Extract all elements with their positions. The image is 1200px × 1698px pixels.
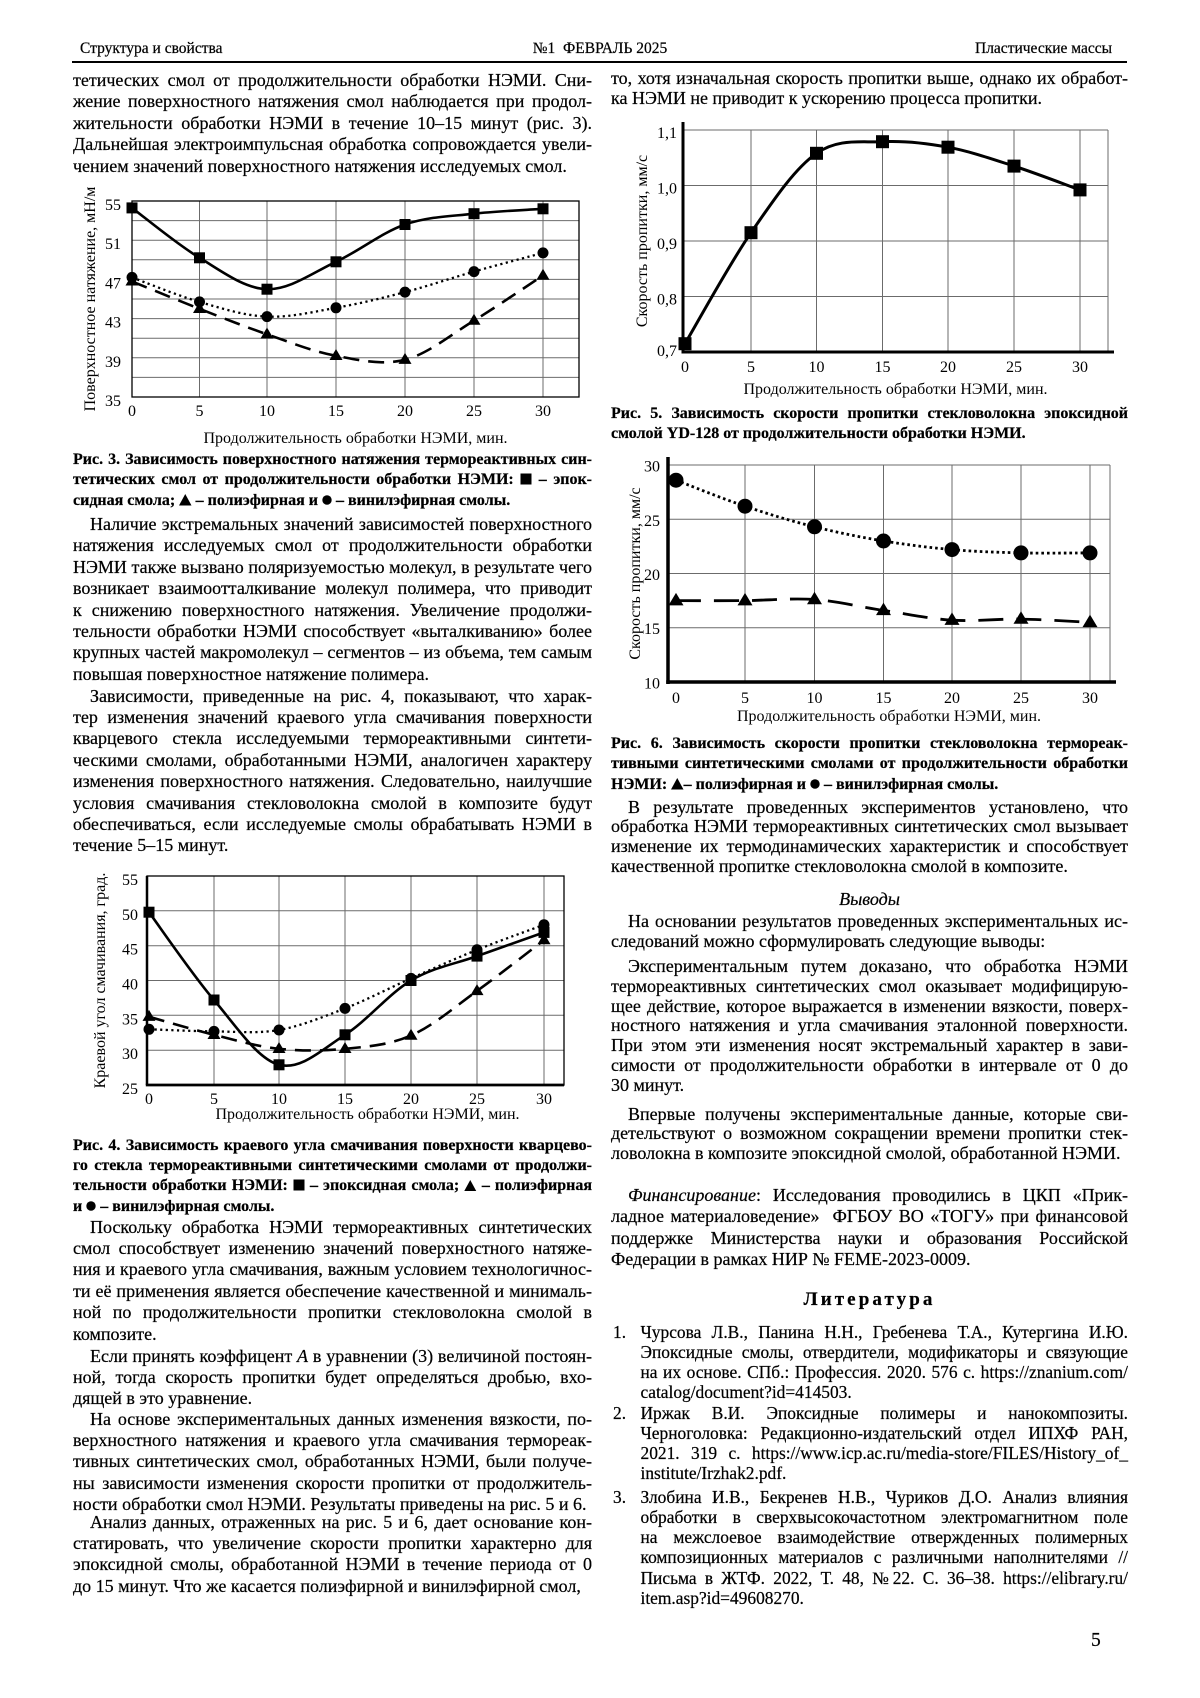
svg-text:25: 25: [644, 513, 660, 530]
svg-text:35: 35: [122, 1011, 138, 1028]
svg-text:30: 30: [535, 403, 551, 420]
svg-text:20: 20: [397, 403, 413, 420]
svg-text:0,9: 0,9: [657, 236, 677, 253]
svg-text:1,1: 1,1: [657, 125, 677, 142]
svg-text:55: 55: [105, 197, 121, 214]
svg-text:20: 20: [944, 690, 960, 707]
svg-text:Продолжительность обработки НЭ: Продолжительность обработки НЭМИ, мин.: [744, 381, 1048, 398]
svg-text:5: 5: [741, 690, 749, 707]
svg-text:39: 39: [105, 354, 121, 371]
svg-text:10: 10: [809, 359, 825, 376]
svg-text:0: 0: [672, 690, 680, 707]
svg-text:25: 25: [469, 1091, 485, 1108]
svg-text:Поверхностное натяжение, мН/м: Поверхностное натяжение, мН/м: [82, 187, 99, 412]
svg-text:1,0: 1,0: [657, 181, 677, 198]
svg-text:30: 30: [1072, 359, 1088, 376]
svg-text:30: 30: [644, 459, 660, 476]
svg-text:50: 50: [122, 907, 138, 924]
svg-text:Продолжительность обработки НЭ: Продолжительность обработки НЭМИ, мин.: [216, 1106, 520, 1123]
svg-text:Краевой угол смачивания, град.: Краевой угол смачивания, град.: [92, 873, 109, 1089]
svg-text:Продолжительность обработки НЭ: Продолжительность обработки НЭМИ, мин.: [204, 430, 508, 447]
svg-text:10: 10: [271, 1091, 287, 1108]
svg-text:30: 30: [1082, 690, 1098, 707]
svg-text:20: 20: [644, 567, 660, 584]
svg-text:51: 51: [105, 236, 121, 253]
svg-text:0,7: 0,7: [657, 343, 677, 360]
svg-text:43: 43: [105, 315, 121, 332]
svg-text:15: 15: [337, 1091, 353, 1108]
svg-text:0,8: 0,8: [657, 292, 677, 309]
svg-text:25: 25: [466, 403, 482, 420]
svg-text:47: 47: [105, 275, 121, 292]
svg-text:25: 25: [122, 1081, 138, 1098]
svg-text:25: 25: [1013, 690, 1029, 707]
svg-text:40: 40: [122, 977, 138, 994]
svg-text:15: 15: [328, 403, 344, 420]
svg-text:Скорость пропитки, мм/с: Скорость пропитки, мм/с: [627, 487, 644, 659]
svg-text:5: 5: [747, 359, 755, 376]
svg-text:55: 55: [122, 872, 138, 889]
svg-text:45: 45: [122, 942, 138, 959]
svg-text:15: 15: [644, 621, 660, 638]
svg-text:25: 25: [1006, 359, 1022, 376]
svg-text:15: 15: [875, 359, 891, 376]
svg-text:30: 30: [536, 1091, 552, 1108]
svg-text:5: 5: [196, 403, 204, 420]
svg-text:10: 10: [259, 403, 275, 420]
svg-text:0: 0: [128, 403, 136, 420]
svg-text:20: 20: [403, 1091, 419, 1108]
svg-text:10: 10: [644, 676, 660, 693]
svg-text:5: 5: [210, 1091, 218, 1108]
svg-text:Продолжительность обработки НЭ: Продолжительность обработки НЭМИ, мин.: [737, 708, 1041, 725]
svg-text:15: 15: [876, 690, 892, 707]
svg-text:0: 0: [681, 359, 689, 376]
svg-text:35: 35: [105, 393, 121, 410]
svg-text:Скорость пропитки, мм/с: Скорость пропитки, мм/с: [634, 155, 651, 327]
svg-text:10: 10: [807, 690, 823, 707]
svg-text:0: 0: [145, 1091, 153, 1108]
svg-text:30: 30: [122, 1046, 138, 1063]
svg-text:20: 20: [940, 359, 956, 376]
